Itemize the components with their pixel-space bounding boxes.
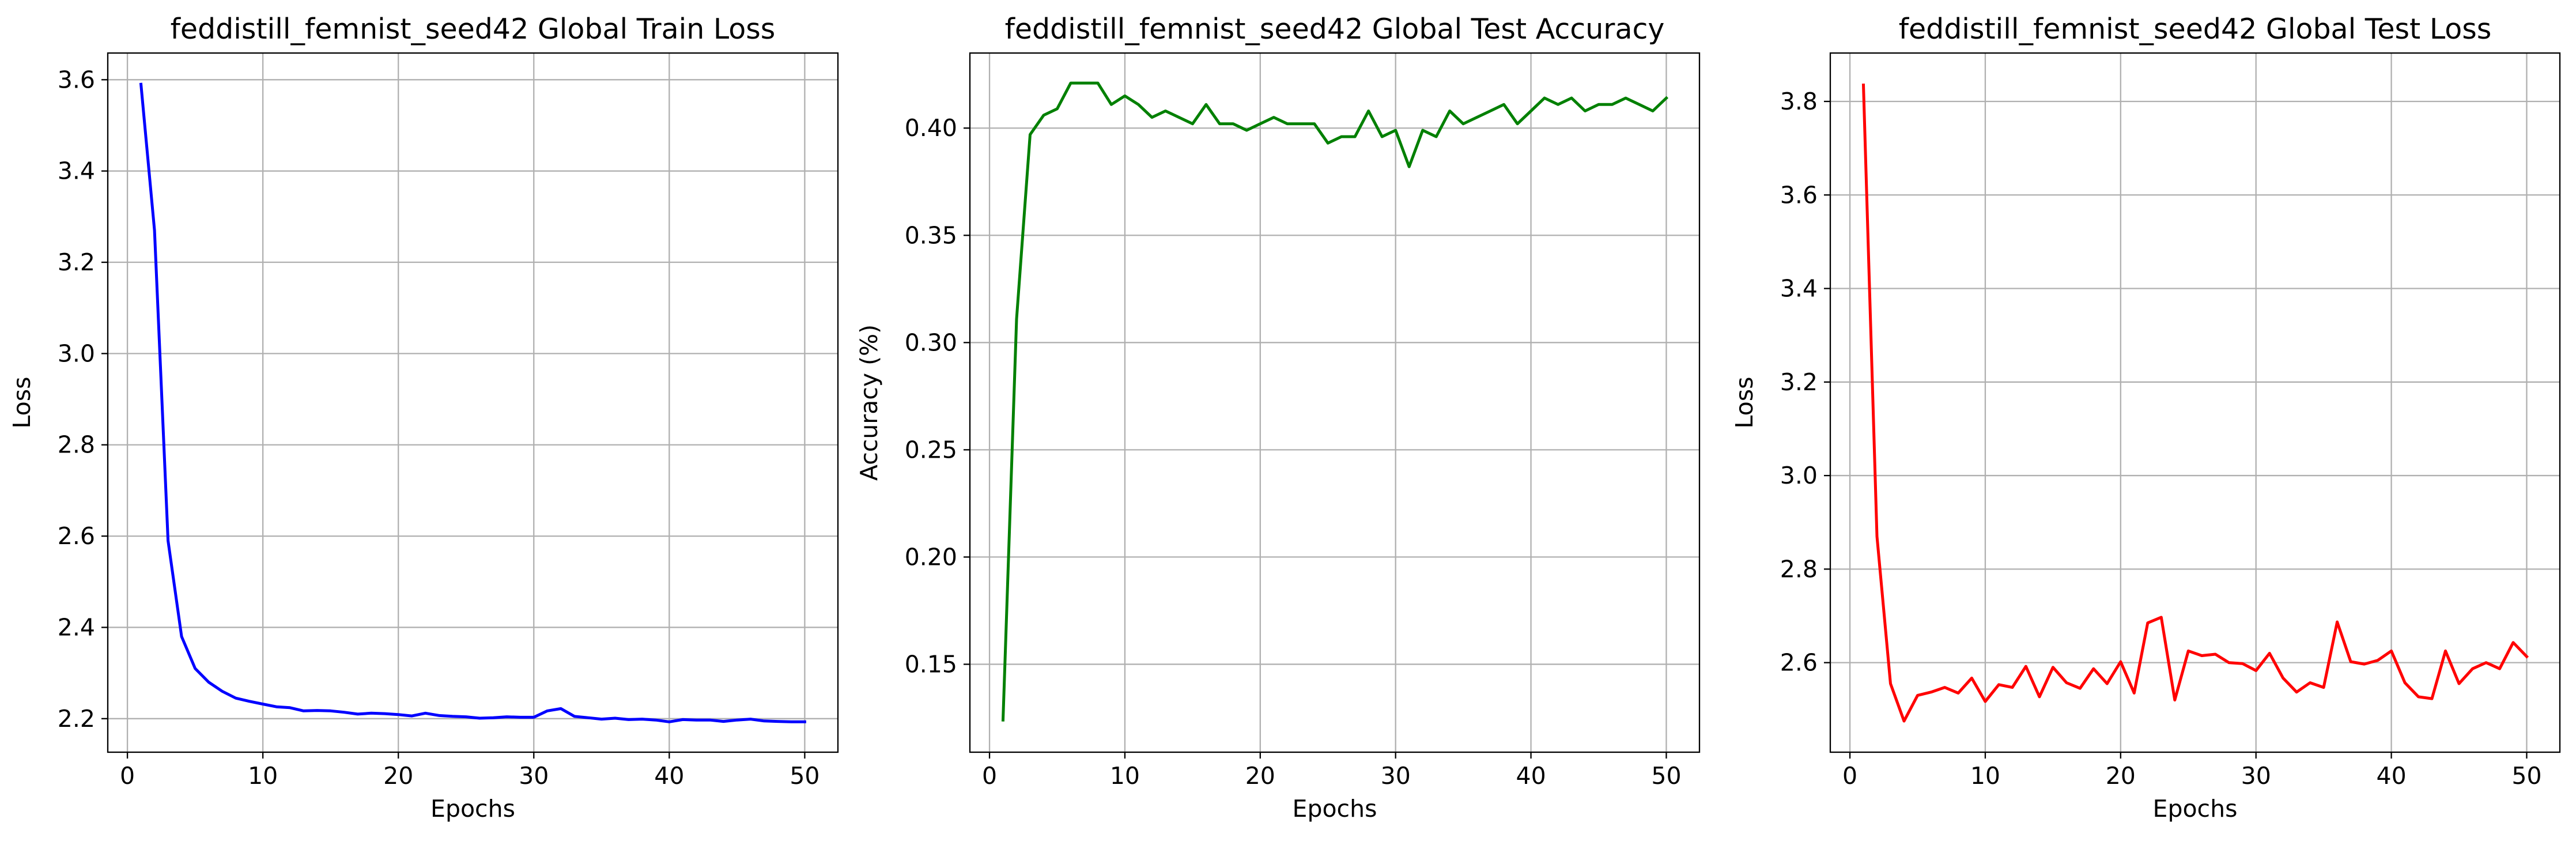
x-tick-label: 30 — [1381, 762, 1411, 790]
x-axis-label: Epochs — [1293, 795, 1377, 823]
x-tick-label: 0 — [120, 762, 135, 790]
x-tick-label: 40 — [654, 762, 684, 790]
chart-title: feddistill_femnist_seed42 Global Train L… — [171, 13, 776, 46]
chart-panel-1: 0 10 20 30 40 50 2.2 2.4 2.6 2.8 3.0 3.2 3.4 3.6 feddi… — [8, 13, 839, 823]
y-tick-label: 2.8 — [1780, 555, 1818, 583]
x-tick-label: 20 — [1245, 762, 1275, 790]
y-tick-label: 2.8 — [58, 431, 95, 459]
y-tick-label: 0.20 — [905, 543, 957, 571]
x-tick-label: 10 — [1970, 762, 2000, 790]
y-tick-label: 3.2 — [58, 248, 95, 276]
y-tick-label: 0.30 — [905, 329, 957, 356]
chart-panel-2: 0 10 20 30 40 50 0.15 0.20 0.25 0.30 0.35 0.40 feddi… — [855, 13, 1701, 823]
y-tick-label: 3.4 — [1780, 275, 1818, 303]
x-tick-label: 50 — [1651, 762, 1681, 790]
x-tick-label: 20 — [2106, 762, 2136, 790]
y-tick-label: 0.40 — [905, 114, 957, 142]
y-tick-label: 0.35 — [905, 221, 957, 249]
y-tick-label: 0.25 — [905, 436, 957, 463]
series-line — [1861, 84, 2529, 723]
y-axis-label: Loss — [1731, 377, 1758, 429]
x-tick-label: 10 — [248, 762, 278, 790]
y-tick-label: 3.0 — [1780, 462, 1818, 489]
x-tick-label: 0 — [982, 762, 997, 790]
series-line — [1001, 81, 1669, 722]
y-axis-label: Loss — [8, 377, 36, 429]
x-axis-label: Epochs — [430, 795, 515, 823]
x-tick-label: 40 — [2376, 762, 2406, 790]
x-tick-label: 30 — [2241, 762, 2271, 790]
chart-title: feddistill_femnist_seed42 Global Test Ac… — [1005, 13, 1665, 46]
y-tick-label: 3.4 — [58, 157, 95, 185]
y-tick-label: 0.15 — [905, 650, 957, 678]
axes-frame — [1829, 52, 2561, 753]
x-tick-label: 30 — [519, 762, 549, 790]
y-tick-label: 3.6 — [1780, 181, 1818, 209]
x-tick-label: 0 — [1842, 762, 1857, 790]
y-tick-label: 3.6 — [58, 66, 95, 93]
y-tick-label: 3.8 — [1780, 88, 1818, 115]
axes-frame — [107, 52, 839, 753]
series-line — [139, 82, 806, 723]
y-tick-label: 3.0 — [58, 339, 95, 367]
x-axis-label: Epochs — [2153, 795, 2238, 823]
x-tick-label: 50 — [790, 762, 819, 790]
chart-panel-3: 0 10 20 30 40 50 2.6 2.8 3.0 3.2 3.4 3.6 3.8 feddisti… — [1731, 13, 2561, 823]
axes-frame — [969, 52, 1701, 753]
x-tick-label: 10 — [1110, 762, 1140, 790]
chart-title: feddistill_femnist_seed42 Global Test Lo… — [1899, 13, 2492, 46]
y-tick-label: 2.4 — [58, 613, 95, 641]
y-tick-label: 2.2 — [58, 705, 95, 733]
y-tick-label: 2.6 — [58, 522, 95, 550]
x-tick-label: 20 — [383, 762, 413, 790]
y-tick-label: 3.2 — [1780, 368, 1818, 396]
x-tick-label: 40 — [1516, 762, 1546, 790]
y-tick-label: 2.6 — [1780, 649, 1818, 677]
y-axis-label: Accuracy (%) — [855, 325, 883, 481]
x-tick-label: 50 — [2511, 762, 2541, 790]
